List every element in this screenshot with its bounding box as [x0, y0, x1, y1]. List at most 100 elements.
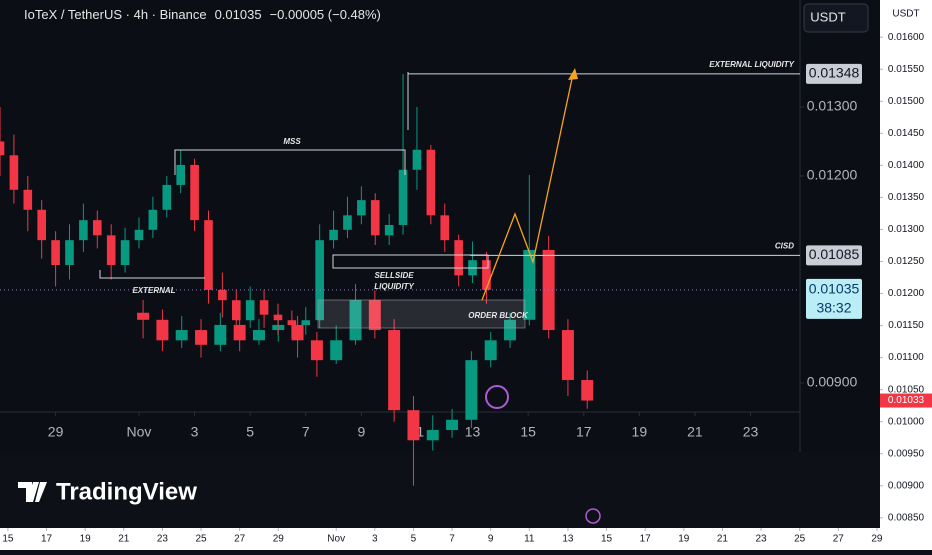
outer-y-tick-label: 0.00950: [888, 448, 925, 459]
outer-x-tick-label: 15: [601, 534, 613, 545]
symbol-title: IoTeX / TetherUS · 4h · Binance: [24, 7, 207, 22]
candle-body: [484, 340, 497, 361]
candle-body: [398, 169, 408, 225]
outer-y-tick-label: 0.01250: [888, 256, 925, 267]
mss-line: [174, 149, 406, 175]
candle-body: [581, 380, 594, 401]
candle-body: [195, 330, 208, 345]
candle-body: [134, 229, 144, 241]
candle-body: [357, 200, 366, 216]
outer-x-tick-label: 13: [562, 534, 574, 545]
brand-name: TradingView: [56, 478, 197, 505]
candle-body: [148, 209, 158, 230]
outer-x-tick-label: 25: [794, 534, 806, 545]
outer-x-tick-label: 23: [755, 534, 767, 545]
outer-y-tick-label: 0.01050: [888, 384, 925, 395]
inner-panel: [0, 0, 880, 452]
outer-last-price-label: 0.01033: [888, 395, 925, 406]
level-name: CISD: [775, 241, 794, 250]
candle-body: [37, 209, 47, 241]
header: IoTeX / TetherUS · 4h · Binance 0.01035 −0…: [24, 7, 381, 22]
outer-y-tick-label: 0.01350: [888, 192, 925, 203]
x-tick-label: Nov: [127, 424, 152, 440]
candle-body: [231, 300, 241, 321]
x-tick-label: 7: [302, 424, 310, 440]
level-price-box: [806, 245, 862, 266]
candle-body: [504, 319, 516, 341]
x-tick-label: 29: [48, 424, 64, 440]
outer-x-tick-label: 27: [833, 534, 845, 545]
plot-layer: 29 Nov 3 5 7 9 11 13 15 17 19 21 23 0.00900 0.01200 0.0…: [0, 32, 932, 545]
candle-body: [92, 220, 102, 236]
candle-body: [156, 319, 169, 341]
mss-label: MSS: [283, 137, 301, 146]
outer-x-tick-label: 21: [118, 534, 130, 545]
x-tick-label: 9: [357, 424, 365, 440]
level-price: 0.01348: [809, 65, 860, 81]
candle-body: [523, 249, 536, 320]
level-name: EXTERNAL LIQUIDITY: [709, 60, 794, 69]
candle-body: [349, 299, 362, 341]
outer-y-tick-label: 0.01200: [888, 288, 925, 299]
y-tick-label: 0.01300: [807, 98, 858, 114]
outer-y-tick-label: 0.01500: [888, 96, 925, 107]
x-tick-label: 17: [576, 424, 592, 440]
candle-body: [190, 164, 199, 221]
candle-body: [120, 240, 130, 266]
candle-body: [233, 324, 246, 341]
x-tick-label: 19: [632, 424, 648, 440]
outer-y-tick-label: 0.01100: [888, 352, 924, 363]
y-tick-label: 0.01200: [807, 167, 858, 183]
outer-y-tick-label: 0.01600: [888, 32, 925, 43]
candle-body: [561, 330, 574, 381]
outer-x-tick-label: 29: [273, 534, 285, 545]
header-change: −0.00005 (−0.48%): [270, 7, 381, 22]
candle-body: [65, 240, 74, 266]
outer-y-tick-label: 0.01400: [888, 160, 925, 171]
x-tick-label: 21: [687, 424, 703, 440]
candle-body: [176, 164, 185, 185]
candle-body: [204, 220, 213, 290]
x-tick-label: 3: [191, 424, 199, 440]
projection-arrow: [481, 73, 574, 301]
currency-label[interactable]: USDT: [810, 9, 845, 24]
outer-x-tick-label: 29: [871, 534, 883, 545]
outer-y-tick-label: 0.01450: [888, 128, 925, 139]
currency-button[interactable]: [803, 3, 869, 33]
outer-x-tick-label: 19: [678, 534, 690, 545]
candle-body: [0, 141, 5, 156]
outer-x-tick-label: 7: [449, 534, 455, 545]
outer-last-price-box: [880, 393, 932, 408]
candle-body: [137, 312, 150, 320]
candle-body: [162, 184, 172, 210]
outer-x-tick-label: 17: [640, 534, 652, 545]
event-icon-small: [585, 508, 601, 524]
outer-y-tick-label: 0.01550: [888, 64, 925, 75]
x-tick-label: 5: [246, 424, 254, 440]
candle-body: [315, 240, 324, 321]
candle-body: [388, 330, 401, 411]
candle-body: [245, 300, 255, 321]
outer-y-tick-label: 0.01300: [888, 224, 925, 235]
candle-body: [310, 340, 323, 361]
candle-body: [175, 330, 188, 341]
candle-body: [440, 215, 450, 241]
candle-body: [482, 260, 491, 290]
candle-body: [454, 240, 463, 276]
level-price: 0.01085: [809, 246, 860, 262]
annotation-lines: [99, 72, 489, 279]
y-tick-label: 0.00900: [807, 374, 858, 390]
candle-body: [218, 289, 227, 301]
candle-body: [291, 324, 304, 341]
outer-axis-title: USDT: [892, 9, 919, 20]
sellside-label: SELLSIDE: [374, 271, 414, 280]
outer-x-tick-label: 25: [195, 534, 207, 545]
x-tick-label: 23: [743, 424, 759, 440]
countdown-label: 38:32: [816, 300, 851, 316]
external-label: EXTERNAL: [132, 286, 175, 295]
outer-y-tick-label: 0.00850: [888, 512, 925, 523]
outer-x-tick-label: 23: [157, 534, 169, 545]
liquidity-label: LIQUIDITY: [374, 282, 414, 291]
